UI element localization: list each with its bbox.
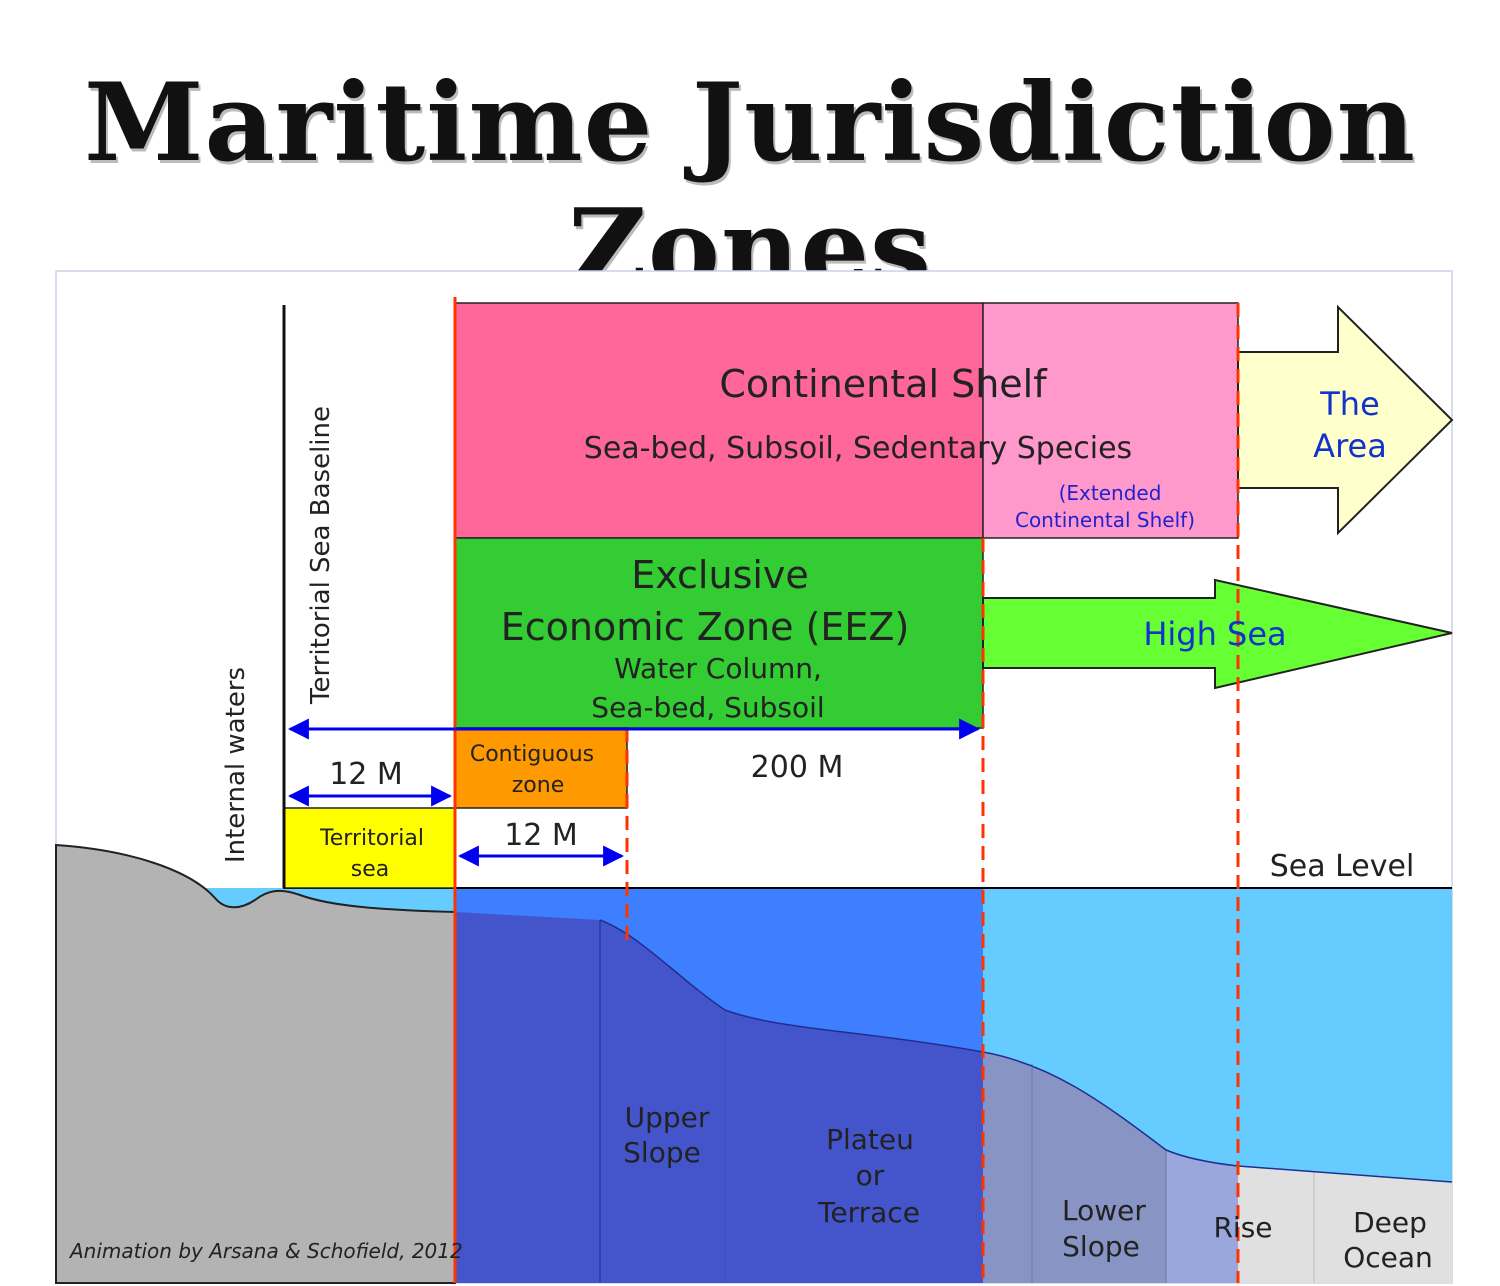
contiguous-label-2: zone (512, 773, 565, 798)
plateau-label-2: or (856, 1159, 885, 1192)
high-sea-label: High Sea (1143, 615, 1286, 653)
lower-slope-label-2: Slope (1062, 1230, 1140, 1263)
extended-shelf-box (982, 302, 1239, 539)
eez-label-2: Economic Zone (EEZ) (501, 605, 910, 649)
sea-level-label: Sea Level (1270, 849, 1415, 884)
rise-label: Rise (1213, 1211, 1272, 1244)
continental-shelf-label: Continental Shelf (719, 362, 1048, 406)
eez-label-4: Sea-bed, Subsoil (591, 691, 824, 724)
seabed-outline (599, 919, 1453, 1183)
continental-shelf-box (454, 302, 984, 539)
extended-shelf-label-2: Continental Shelf) (1015, 508, 1195, 532)
the-area-label-2: Area (1313, 427, 1387, 465)
contiguous-zone-box (454, 727, 628, 809)
deep-ocean-label-2: Ocean (1343, 1241, 1433, 1274)
plateau-label-1: Plateu (826, 1123, 914, 1156)
contiguous-label-1: Contiguous (470, 742, 594, 767)
territorial-label-2: sea (351, 857, 389, 882)
measure-12m-top-label: 12 M (329, 757, 403, 792)
extended-shelf-label-1: (Extended (1059, 481, 1162, 505)
territorial-sea-box (283, 807, 456, 889)
rise-seabed (1166, 1150, 1238, 1283)
measure-200m-label: 200 M (751, 750, 844, 785)
plateau-label-3: Terrace (817, 1196, 920, 1229)
baseline-label: Territorial Sea Baseline (306, 406, 336, 705)
lower-slope-seabed (983, 1052, 1166, 1283)
credit-text: Animation by Arsana & Schofield, 2012 (68, 1239, 463, 1263)
the-area-label-1: The (1319, 385, 1380, 423)
eez-label-3: Water Column, (614, 652, 822, 685)
page-title: Maritime Jurisdiction Zones (83, 60, 1417, 312)
high-sea-arrow (982, 578, 1453, 690)
measure-12m-bottom-label: 12 M (504, 818, 578, 853)
the-area-arrow (1237, 304, 1454, 536)
upper-slope-label-1: Upper (625, 1101, 710, 1134)
territorial-label-1: Territorial (319, 826, 424, 851)
continental-shelf-seabed (455, 912, 983, 1283)
lower-slope-label-1: Lower (1062, 1194, 1146, 1227)
internal-waters-label: Internal waters (221, 667, 251, 863)
continental-shelf-subtitle: Sea-bed, Subsoil, Sedentary Species (584, 431, 1132, 466)
land (55, 843, 456, 1284)
deep-ocean-label-1: Deep (1353, 1206, 1427, 1239)
deep-ocean-seabed (1238, 1166, 1452, 1283)
eez-label-1: Exclusive (631, 553, 809, 597)
upper-slope-label-2: Slope (623, 1136, 701, 1169)
